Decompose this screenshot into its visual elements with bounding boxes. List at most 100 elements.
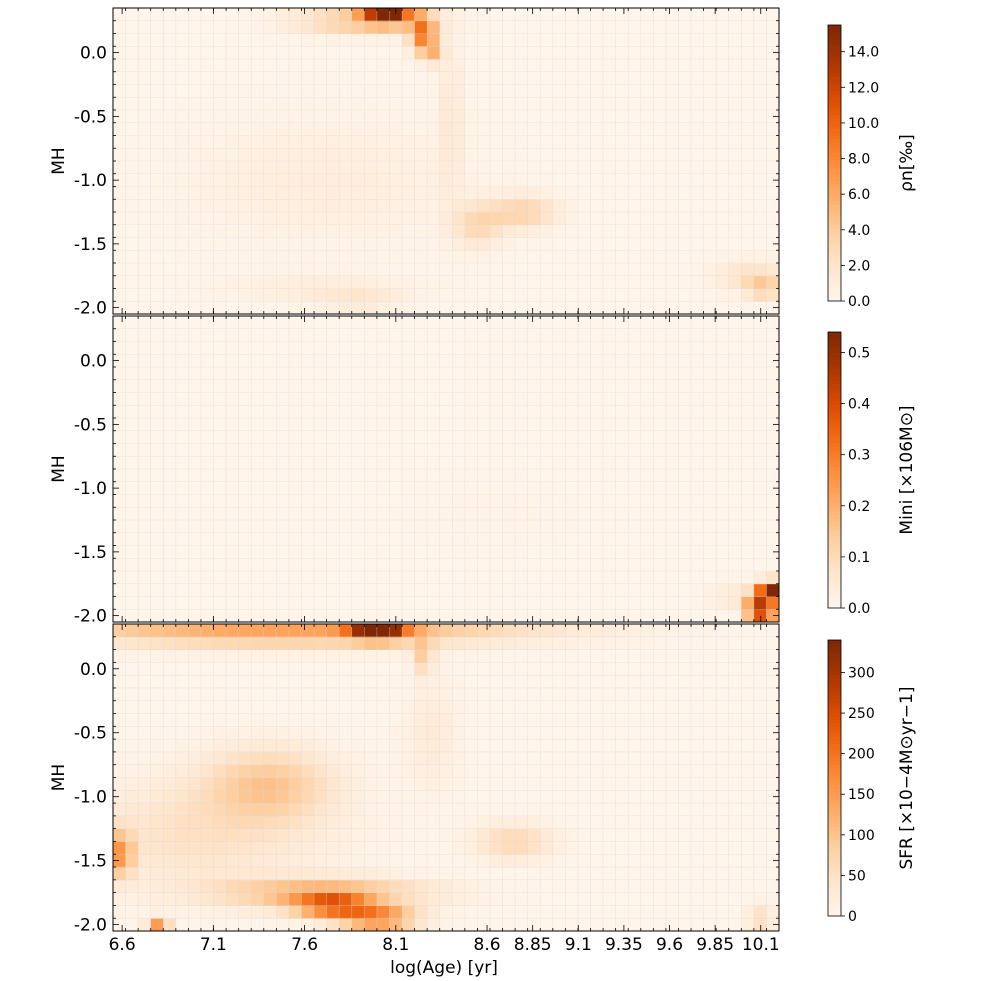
heatmap-cell <box>263 739 277 753</box>
heatmap-cell <box>464 828 478 842</box>
heatmap-cell <box>188 122 202 136</box>
heatmap-cell <box>163 148 177 162</box>
heatmap-cell <box>552 636 566 650</box>
heatmap-cell <box>125 867 139 881</box>
heatmap-cell <box>226 596 240 610</box>
heatmap-cell <box>125 46 139 60</box>
heatmap-cell <box>502 250 516 264</box>
heatmap-cell <box>238 212 252 226</box>
heatmap-cell <box>213 624 227 638</box>
heatmap-cell <box>691 583 705 597</box>
heatmap-cell <box>590 649 604 663</box>
heatmap-cell <box>515 275 529 289</box>
heatmap-cell <box>288 33 302 47</box>
heatmap-cell <box>653 135 667 149</box>
heatmap-cell <box>665 790 679 804</box>
heatmap-cell <box>741 275 755 289</box>
heatmap-cell <box>427 199 441 213</box>
heatmap-cell <box>678 596 692 610</box>
y-tick-label: -1.5 <box>74 543 107 563</box>
heatmap-cell <box>238 815 252 830</box>
heatmap-cell <box>301 879 315 894</box>
heatmap-cell <box>188 354 202 368</box>
heatmap-cell <box>439 481 453 495</box>
heatmap-cell <box>753 199 767 213</box>
heatmap-cell <box>376 751 390 766</box>
heatmap-cell <box>150 84 164 98</box>
heatmap-cell <box>703 316 717 330</box>
heatmap-cell <box>678 379 692 393</box>
heatmap-cell <box>691 649 705 663</box>
heatmap-cell <box>540 507 554 521</box>
heatmap-cell <box>540 328 554 342</box>
heatmap-cell <box>540 558 554 572</box>
heatmap-cell <box>301 443 315 457</box>
heatmap-cell <box>716 726 730 740</box>
heatmap-cell <box>125 135 139 149</box>
heatmap-cell <box>678 892 692 906</box>
heatmap-cell <box>427 700 441 714</box>
heatmap-cell <box>414 84 428 98</box>
heatmap-cell <box>113 316 126 330</box>
heatmap-cell <box>351 507 365 521</box>
heatmap-cell <box>603 135 617 149</box>
heatmap-cell <box>502 341 516 355</box>
heatmap-cell <box>439 751 453 766</box>
heatmap-cell <box>301 675 315 689</box>
heatmap-cell <box>603 636 617 650</box>
heatmap-cell <box>653 532 667 546</box>
heatmap-cell <box>150 173 164 187</box>
heatmap-cell <box>452 751 466 766</box>
heatmap-cell <box>276 583 290 597</box>
heatmap-cell <box>364 777 378 791</box>
heatmap-cell <box>527 379 541 393</box>
heatmap-cell <box>263 456 277 470</box>
heatmap-cell <box>703 879 717 894</box>
heatmap-cell <box>477 649 491 663</box>
heatmap-cell <box>351 173 365 187</box>
heatmap-cell <box>766 751 780 766</box>
heatmap-cell <box>402 841 415 855</box>
heatmap-cell <box>753 867 767 881</box>
heatmap-cell <box>665 316 679 330</box>
heatmap-cell <box>640 418 654 432</box>
heatmap-cell <box>125 354 139 368</box>
heatmap-cell <box>389 8 403 22</box>
heatmap-cell <box>640 828 654 842</box>
heatmap-cell <box>665 263 679 277</box>
heatmap-cell <box>753 469 767 483</box>
heatmap-cell <box>452 481 466 495</box>
heatmap-cell <box>527 571 541 585</box>
heatmap-cell <box>163 33 177 47</box>
heatmap-cell <box>502 71 516 85</box>
heatmap-cell <box>577 520 591 534</box>
heatmap-cell <box>452 790 466 804</box>
heatmap-cell <box>653 662 667 676</box>
heatmap-cell <box>125 110 139 124</box>
heatmap-cell <box>326 636 340 650</box>
heatmap-cell <box>628 713 642 727</box>
heatmap-cell <box>716 649 730 663</box>
heatmap-cell <box>452 46 466 60</box>
heatmap-cell <box>603 583 617 597</box>
heatmap-cell <box>238 148 252 162</box>
heatmap-cell <box>452 507 466 521</box>
heatmap-cell <box>640 609 654 623</box>
heatmap-cell <box>376 430 390 444</box>
heatmap-cell <box>615 161 629 175</box>
heatmap-cell <box>251 135 265 149</box>
heatmap-cell <box>477 841 491 855</box>
heatmap-cell <box>389 173 403 187</box>
heatmap-cell <box>691 469 705 483</box>
heatmap-cell <box>741 341 755 355</box>
heatmap-cell <box>339 392 353 406</box>
heatmap-cell <box>314 20 328 34</box>
heatmap-cell <box>678 405 692 419</box>
heatmap-cell <box>326 675 340 689</box>
heatmap-cell <box>665 481 679 495</box>
heatmap-cell <box>163 905 177 919</box>
heatmap-cell <box>628 803 642 817</box>
heatmap-cell <box>200 815 214 830</box>
heatmap-cell <box>389 751 403 766</box>
heatmap-cell <box>766 905 780 919</box>
